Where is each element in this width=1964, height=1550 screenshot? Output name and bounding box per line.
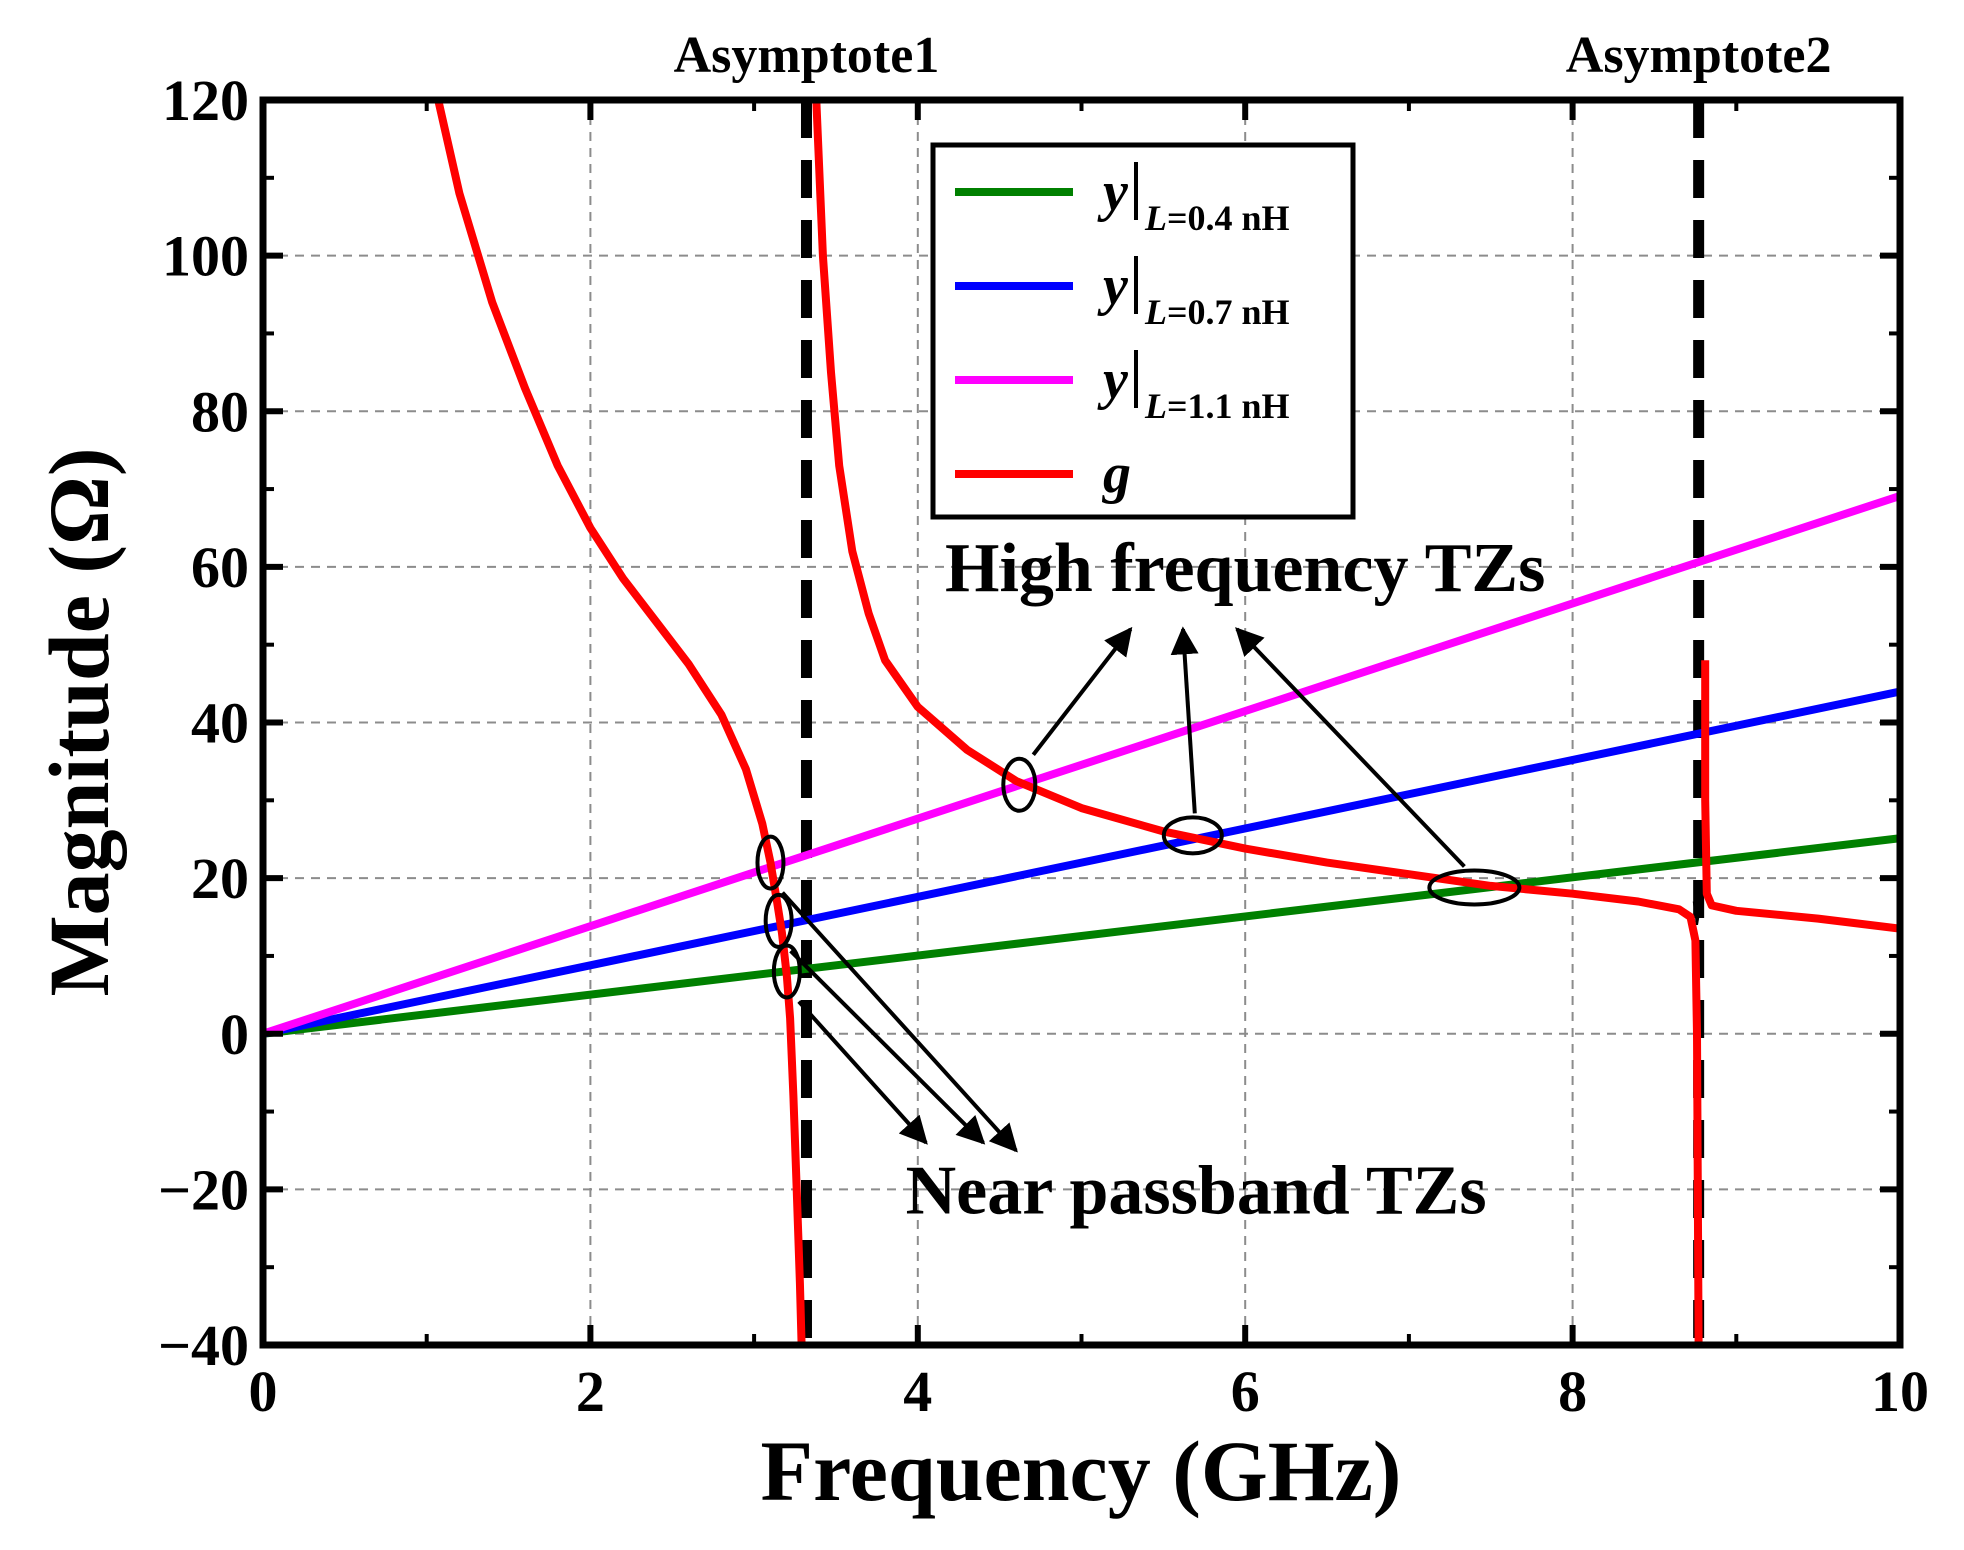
y-axis-title: Magnitude (Ω)	[31, 447, 127, 996]
tz-marker-near	[763, 892, 794, 949]
y-tick-label: −20	[158, 1157, 249, 1222]
tz-arrow-near	[780, 891, 1018, 1153]
y-tick-label: 60	[191, 535, 249, 600]
asymptote-label: Asymptote2	[1566, 27, 1832, 84]
y-tick-label: 100	[162, 224, 249, 289]
ticks	[260, 97, 1903, 1348]
x-tick-label: 8	[1558, 1359, 1587, 1424]
legend: y L=0.4 nH y L=0.7 nH y L=1.1 nH g	[930, 142, 1356, 520]
x-axis-title: Frequency (GHz)	[761, 1423, 1402, 1519]
legend-subscript-y04: L=0.4 nH	[1144, 198, 1290, 238]
series-line-y11	[263, 491, 1900, 1038]
asymptote-label: Asymptote1	[674, 27, 940, 84]
legend-label-y11: y	[1097, 349, 1129, 411]
legend-subscript-y11: L=1.1 nH	[1144, 386, 1290, 426]
tz-marker-high	[1001, 756, 1038, 813]
tz-markers	[755, 626, 1522, 1153]
x-tick-label: 2	[576, 1359, 605, 1424]
series-line-y07	[263, 687, 1900, 1038]
x-tick-label: 6	[1231, 1359, 1260, 1424]
legend-box	[930, 142, 1356, 520]
tz-arrow-high	[1235, 627, 1466, 868]
x-tick-label: 10	[1871, 1359, 1929, 1424]
tz-marker-high	[1427, 868, 1522, 907]
y-tick-label: 80	[191, 379, 249, 444]
y-tick-label: −40	[158, 1313, 249, 1378]
tz-marker-near	[755, 834, 786, 891]
tz-arrow-near	[797, 1000, 928, 1145]
x-tick-label: 4	[903, 1359, 932, 1424]
series-line-g-branch-3	[1701, 660, 1900, 933]
series-line-y04	[263, 834, 1900, 1038]
legend-subscript-y07: L=0.7 nH	[1144, 292, 1290, 332]
series-line-g-branch-1	[434, 100, 806, 1345]
near-passband-tz-label: Near passband TZs	[906, 1152, 1487, 1229]
tz-arrow-high	[1170, 626, 1199, 814]
y-tick-label: 0	[220, 1002, 249, 1067]
tz-marker-near	[771, 943, 802, 1000]
tz-arrow-near	[789, 949, 986, 1145]
legend-label-g: g	[1101, 443, 1131, 505]
y-tick-label: 40	[191, 691, 249, 756]
legend-label-y07: y	[1097, 255, 1129, 317]
y-tick-label: 120	[162, 68, 249, 133]
annotations: High frequency TZs Near passband TZs	[906, 530, 1546, 1230]
tick-labels: 0 2 4 6 8 10 −40 −20 0 20 40 60 80 100 120	[158, 68, 1929, 1424]
legend-label-y04: y	[1097, 161, 1129, 223]
g-kink-detail	[1692, 901, 1702, 925]
x-tick-label: 0	[249, 1359, 278, 1424]
high-frequency-tz-label: High frequency TZs	[945, 530, 1545, 607]
tz-marker-high	[1161, 815, 1224, 856]
y-tick-label: 20	[191, 846, 249, 911]
tz-arrow-high	[1031, 626, 1133, 756]
